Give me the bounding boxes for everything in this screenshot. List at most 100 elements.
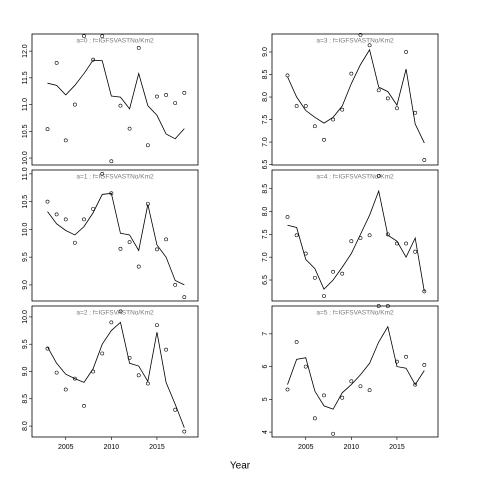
data-point bbox=[358, 33, 363, 37]
strip-label: a=5 : f=IGFSVASTNo/Km2 bbox=[316, 310, 394, 317]
fit-line bbox=[287, 48, 425, 144]
data-point bbox=[109, 159, 114, 164]
x-tick-label: 2015 bbox=[389, 444, 405, 451]
data-point bbox=[367, 233, 372, 238]
data-point bbox=[164, 347, 168, 352]
data-point bbox=[45, 199, 50, 204]
x-axis-label: Year bbox=[230, 461, 251, 472]
data-point bbox=[349, 239, 354, 244]
data-point bbox=[367, 388, 372, 393]
data-point bbox=[331, 431, 336, 436]
y-tick-label: 12.0 bbox=[22, 44, 29, 58]
data-point bbox=[349, 71, 354, 76]
data-point bbox=[331, 117, 336, 122]
data-point bbox=[385, 232, 390, 237]
data-point bbox=[285, 73, 290, 78]
y-tick-label: 10.5 bbox=[22, 195, 29, 209]
y-tick-label: 6.5 bbox=[262, 275, 269, 285]
strip-label: a=2 : f=IGFSVASTNo/Km2 bbox=[76, 310, 154, 317]
data-point bbox=[422, 289, 427, 294]
data-point bbox=[182, 90, 187, 95]
data-point bbox=[63, 138, 68, 143]
y-tick-label: 11.0 bbox=[22, 167, 29, 180]
strip-label: a=1 : f=IGFSVASTNo/Km2 bbox=[76, 174, 154, 181]
y-tick-label: 7.5 bbox=[262, 115, 269, 125]
data-point bbox=[91, 206, 96, 211]
data-point bbox=[118, 103, 123, 108]
data-point bbox=[54, 60, 59, 65]
panel bbox=[31, 169, 199, 302]
strip-label: a=4 : f=IGFSVASTNo/Km2 bbox=[316, 174, 394, 181]
data-point bbox=[136, 46, 141, 50]
data-point bbox=[404, 50, 408, 54]
y-tick-label: 9.0 bbox=[22, 280, 29, 290]
data-point bbox=[45, 127, 50, 132]
data-point bbox=[91, 57, 96, 62]
y-tick-label: 10.5 bbox=[22, 124, 29, 138]
data-point bbox=[100, 34, 105, 39]
data-point bbox=[155, 94, 159, 99]
data-point bbox=[72, 376, 77, 381]
data-point bbox=[100, 171, 105, 176]
y-tick-label: 10.0 bbox=[22, 310, 29, 324]
data-point bbox=[285, 387, 290, 392]
y-tick-label: 7 bbox=[262, 332, 269, 336]
x-tick-label: 2015 bbox=[149, 444, 165, 451]
data-point bbox=[173, 101, 178, 105]
data-point bbox=[395, 359, 399, 364]
y-tick-label: 11.5 bbox=[22, 71, 29, 84]
data-point bbox=[367, 43, 372, 48]
x-tick-label: 2010 bbox=[104, 444, 120, 451]
data-point bbox=[413, 249, 418, 254]
panel bbox=[31, 305, 199, 438]
data-point bbox=[145, 201, 150, 206]
data-point bbox=[173, 283, 178, 287]
data-point bbox=[63, 217, 68, 222]
data-point bbox=[145, 143, 150, 148]
data-point bbox=[376, 304, 381, 308]
data-point bbox=[182, 295, 187, 300]
data-point bbox=[155, 323, 159, 328]
data-point bbox=[358, 236, 363, 240]
strip-label: a=3 : f=IGFSVASTNo/Km2 bbox=[316, 38, 394, 45]
data-point bbox=[127, 240, 132, 245]
y-tick-label: 8.5 bbox=[262, 184, 269, 194]
panel bbox=[271, 33, 439, 166]
data-point bbox=[127, 126, 132, 131]
panel bbox=[271, 305, 439, 438]
y-tick-label: 8.0 bbox=[22, 421, 29, 431]
data-point bbox=[413, 110, 418, 115]
data-point bbox=[118, 246, 123, 251]
data-point bbox=[340, 395, 345, 400]
data-point bbox=[303, 364, 308, 369]
data-point bbox=[404, 241, 408, 246]
panel bbox=[271, 169, 439, 302]
fit-line bbox=[47, 321, 185, 428]
y-tick-label: 6 bbox=[262, 365, 269, 369]
data-point bbox=[45, 346, 50, 351]
y-tick-label: 9.5 bbox=[22, 252, 29, 262]
fit-line bbox=[47, 192, 185, 286]
x-tick-label: 2010 bbox=[344, 444, 360, 451]
data-point bbox=[54, 212, 59, 217]
y-tick-label: 9.0 bbox=[22, 367, 29, 377]
data-point bbox=[422, 363, 427, 367]
data-point bbox=[340, 107, 345, 112]
y-tick-label: 9.5 bbox=[22, 339, 29, 349]
data-point bbox=[136, 373, 141, 378]
data-point bbox=[72, 102, 77, 107]
data-point bbox=[404, 354, 408, 359]
data-point bbox=[349, 379, 354, 384]
fit-line bbox=[287, 189, 425, 292]
data-point bbox=[182, 429, 187, 434]
data-point bbox=[118, 309, 123, 314]
data-point bbox=[82, 403, 86, 408]
data-point bbox=[312, 275, 317, 280]
data-point bbox=[358, 384, 363, 389]
y-tick-label: 7.0 bbox=[262, 252, 269, 262]
x-tick-label: 2005 bbox=[58, 444, 74, 451]
data-point bbox=[285, 215, 290, 219]
data-point bbox=[173, 407, 178, 412]
data-point bbox=[136, 264, 141, 269]
